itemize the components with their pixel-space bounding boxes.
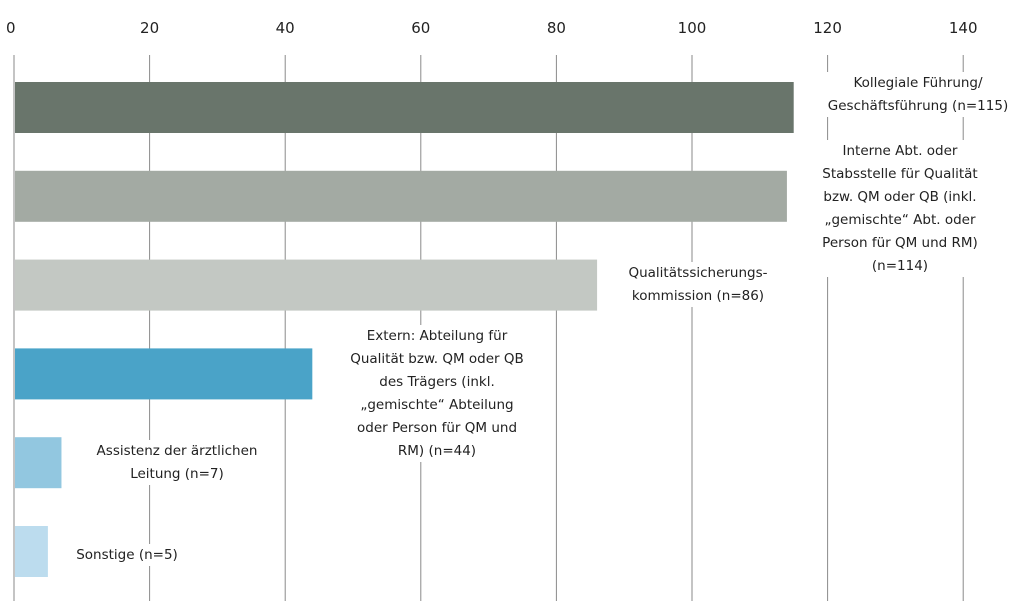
bar-label-line: (n=114): [872, 258, 928, 274]
x-tick-label: 100: [678, 19, 707, 37]
bar-label-background: [622, 262, 774, 307]
bar-label-background: [816, 140, 984, 277]
bar-labels: Kollegiale Führung/Geschäftsführung (n=1…: [70, 72, 1015, 566]
bar-label-line: Interne Abt. oder: [843, 143, 958, 159]
x-tick-label: 40: [276, 19, 295, 37]
bar: [15, 526, 48, 577]
bar-label: Kollegiale Führung/Geschäftsführung (n=1…: [821, 72, 1015, 117]
bar: [15, 170, 787, 222]
x-tick-label: 80: [547, 19, 566, 37]
bar-label: Interne Abt. oder Stabsstelle für Qualitä…: [816, 140, 984, 277]
bar-label-line: Qualität bzw. QM oder QB: [350, 351, 524, 367]
bar-label-line: Person für QM und RM): [822, 235, 978, 251]
bar-label-background: [90, 440, 264, 485]
bar-label-background: [70, 544, 184, 566]
bar-label-background: [821, 72, 1015, 117]
bar-label-line: Stabsstelle für Qualität: [822, 166, 977, 182]
x-tick-label: 0: [6, 19, 16, 37]
bar-label-line: des Trägers (inkl.: [379, 374, 494, 390]
bar-label-line: Extern: Abteilung für: [367, 328, 508, 344]
x-tick-label: 60: [411, 19, 430, 37]
bar: [15, 82, 794, 133]
bars: [15, 82, 794, 577]
bar-label-background: [344, 325, 530, 462]
bar-label-line: Sonstige (n=5): [76, 547, 178, 563]
bar-label-line: Kollegiale Führung/: [853, 75, 983, 91]
x-tick-label: 20: [140, 19, 159, 37]
bar-label-line: RM) (n=44): [398, 443, 476, 459]
bar-label: Sonstige (n=5): [70, 544, 184, 566]
bar: [15, 259, 598, 311]
bar-label-line: Geschäftsführung (n=115): [828, 98, 1008, 114]
bar-label: Assistenz der ärztlichen Leitung (n=7): [90, 440, 264, 485]
bar: [15, 437, 62, 489]
bar-label-line: Leitung (n=7): [130, 466, 224, 482]
x-tick-label: 120: [813, 19, 842, 37]
x-axis-ticks: 0 20 40 60 80 100 120 140: [6, 19, 978, 37]
bar-label-line: „gemischte“ Abteilung: [360, 397, 513, 413]
bar: [15, 348, 313, 400]
bar-label-line: oder Person für QM und: [357, 420, 517, 436]
bar-label: Qualitätssicherungs-kommission (n=86): [622, 262, 774, 307]
bar-label-line: „gemischte“ Abt. oder: [824, 212, 975, 228]
bar-label-line: kommission (n=86): [632, 288, 764, 304]
x-tick-label: 140: [949, 19, 978, 37]
bar-label: Extern: Abteilung für Qualität bzw. QM od…: [344, 325, 530, 462]
bar-label-line: Assistenz der ärztlichen: [97, 443, 258, 459]
bar-label-line: bzw. QM oder QB (inkl.: [823, 189, 976, 205]
bar-label-line: Qualitätssicherungs-: [628, 265, 767, 281]
